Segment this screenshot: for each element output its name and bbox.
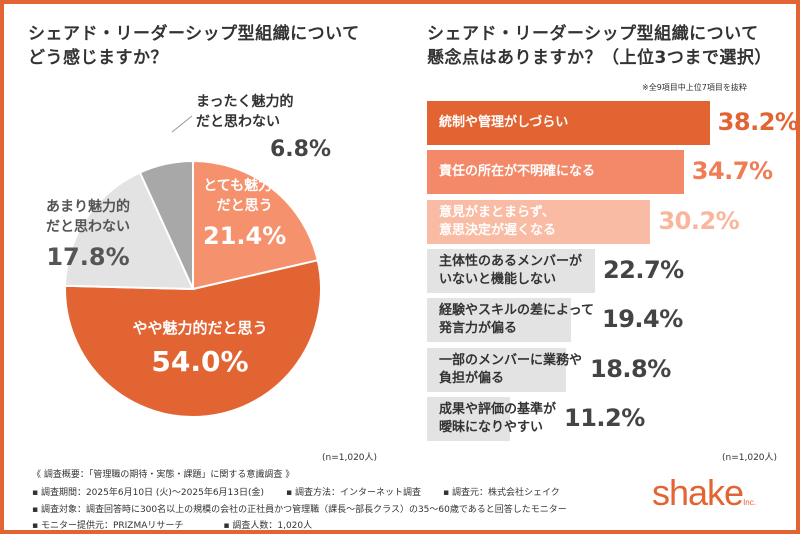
footer-period: ▪ 調査期間：2025年6月10日 (火)～2025年6月13日(金)	[32, 488, 265, 498]
bar-value-label: 30.2%	[658, 206, 740, 235]
pie-title: シェアド・リーダーシップ型組織について どう感じますか？	[28, 22, 360, 70]
bar-value-label: 18.8%	[590, 354, 671, 383]
pie-n-note: (n=1,020人)	[322, 453, 378, 463]
shake-logo: shakeInc.	[652, 472, 756, 513]
bar-value-label: 38.2%	[717, 108, 799, 136]
pie-label-very-attractive: とても魅力的 だと思う 21.4%	[203, 178, 287, 250]
bar-label: 意見がまとまらず、 意思決定が遅くなる	[439, 204, 557, 238]
footer-count: ▪ 調査人数：1,020人	[223, 521, 313, 531]
bar-label: 統制や管理がしづらい	[439, 115, 569, 130]
bar-label: 主体性のあるメンバーが いないと機能しない	[439, 253, 583, 287]
bar-label: 経験やスキルの差によって 発言力が偏る	[439, 303, 594, 337]
bar: 経験やスキルの差によって 発言力が偏る	[427, 298, 594, 343]
bar: 成果や評価の基準が 曖昧になりやすい	[427, 396, 556, 441]
footer-provider: ▪ モニター提供元：PRIZMAリサーチ	[32, 521, 184, 531]
footer-overview: 《 調査概要：「管理職の期待・実態・課題」に関する意識調査 》	[32, 470, 295, 480]
bar-title-line: 懸念点はありますか？（上位3つまで選択）	[427, 48, 772, 68]
bar-value-label: 22.7%	[602, 255, 684, 284]
bar-title: シェアド・リーダーシップ型組織について 懸念点はありますか？（上位3つまで選択）	[427, 22, 772, 70]
pie-slice	[64, 259, 322, 418]
bar-value-label: 34.7%	[691, 157, 773, 186]
pie-title-line: シェアド・リーダーシップ型組織について	[28, 24, 360, 44]
pie-slice	[138, 159, 194, 290]
pie-chart	[64, 115, 322, 418]
footer-target: ▪ 調査対象：調査回答時に300名以上の規模の会社の正社員かつ管理職（課長～部長…	[32, 505, 567, 515]
bar-note: ※全9項目中上位7項目を抜粋	[642, 83, 747, 92]
bar: 主体性のあるメンバーが いないと機能しない	[427, 248, 595, 293]
bar: 一部のメンバーに業務や 負担が偏る	[427, 347, 582, 392]
pie-title-line: どう感じますか？	[28, 48, 168, 68]
bar-title-line: シェアド・リーダーシップ型組織について	[427, 24, 759, 44]
bar-label: 責任の所在が不明確になる	[439, 164, 596, 180]
pie-slice	[192, 159, 319, 291]
bar: 意見がまとまらず、 意思決定が遅くなる	[427, 199, 651, 244]
pie-label-not-very-attractive: あまり魅力的 だと思わない 17.8%	[46, 199, 130, 271]
bar-label: 成果や評価の基準が 曖昧になりやすい	[439, 401, 557, 435]
leader-line	[171, 115, 193, 133]
bar: 統制や管理がしづらい	[427, 101, 710, 145]
bar-value-label: 11.2%	[564, 403, 645, 432]
bar-n-note: (n=1,020人)	[722, 453, 778, 463]
bar-label: 一部のメンバーに業務や 負担が偏る	[439, 352, 583, 386]
pie-label-somewhat-attractive: やや魅力的だと思う 54.0%	[132, 319, 268, 378]
pie-slice	[64, 171, 195, 291]
pie-label-very-unattractive: まったく魅力的 だと思わない 6.8%	[196, 94, 332, 162]
bar-value-label: 19.4%	[602, 305, 683, 334]
bar: 責任の所在が不明確になる	[427, 150, 684, 195]
footer-source: ▪ 調査元：株式会社シェイク	[443, 488, 560, 498]
footer-method: ▪ 調査方法：インターネット調査	[286, 488, 422, 498]
